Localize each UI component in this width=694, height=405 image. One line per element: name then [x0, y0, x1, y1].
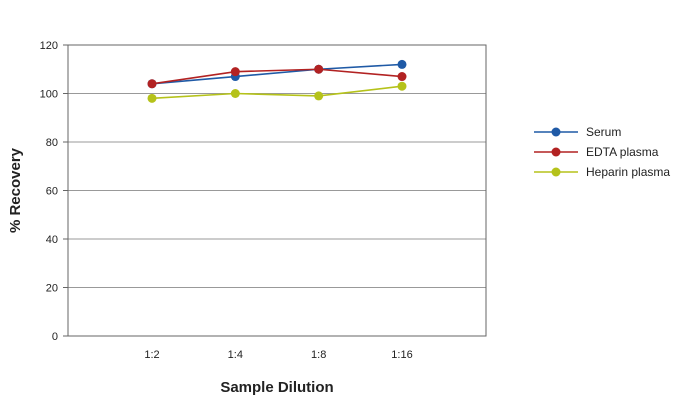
plot-area	[67, 44, 487, 337]
y-tick-label: 40	[46, 234, 58, 246]
legend-swatch-marker	[551, 127, 561, 137]
data-point	[397, 72, 407, 82]
y-tick-label: 100	[40, 89, 58, 101]
data-point	[314, 64, 324, 74]
x-axis-ticks: 1:2 1:4 1:8 1:16	[144, 349, 412, 361]
y-axis-title: % Recovery	[7, 147, 24, 233]
y-axis-ticks: 0 20 40 60 80 100 120	[40, 40, 68, 343]
data-point	[397, 81, 407, 91]
grid	[68, 93, 486, 288]
y-tick-label: 60	[46, 186, 58, 198]
data-point	[230, 89, 240, 98]
data-point	[397, 59, 407, 69]
data-point	[147, 79, 157, 89]
series-1	[147, 64, 407, 89]
x-axis-title: Sample Dilution	[220, 379, 333, 396]
legend-swatch-marker	[551, 167, 561, 177]
y-tick-label: 80	[46, 137, 58, 149]
legend: Serum EDTA plasma Heparin plasma	[534, 125, 670, 179]
x-tick-label: 1:2	[144, 349, 159, 361]
legend-label: Heparin plasma	[586, 165, 670, 179]
series-line	[151, 68, 403, 85]
series-layer	[147, 59, 407, 103]
series-line	[151, 85, 403, 100]
series-line	[151, 63, 403, 85]
x-tick-label: 1:8	[311, 349, 326, 361]
x-tick-label: 1:4	[228, 349, 243, 361]
legend-label: Serum	[586, 125, 621, 139]
legend-item: Heparin plasma	[534, 165, 670, 179]
y-tick-label: 120	[40, 40, 58, 52]
data-point	[147, 93, 157, 103]
data-point	[230, 67, 240, 77]
legend-item: EDTA plasma	[534, 145, 659, 159]
x-tick-label: 1:16	[391, 349, 412, 361]
y-tick-label: 20	[46, 283, 58, 295]
series-2	[147, 81, 407, 103]
data-point	[314, 91, 324, 101]
legend-swatch-marker	[551, 147, 561, 157]
legend-item: Serum	[534, 125, 621, 139]
y-tick-label: 0	[52, 331, 58, 343]
legend-label: EDTA plasma	[586, 145, 659, 159]
